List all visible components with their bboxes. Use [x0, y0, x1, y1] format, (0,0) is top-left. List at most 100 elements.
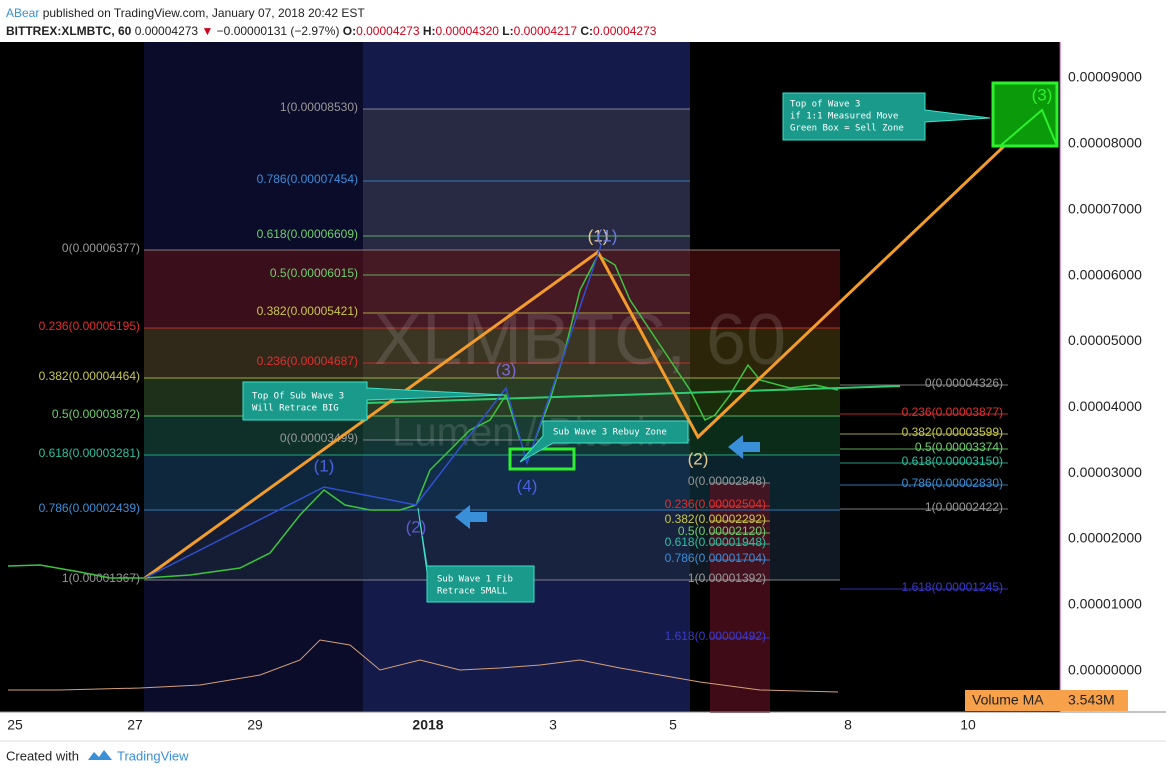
logo: [88, 750, 112, 760]
annotation-text: if 1:1 Measured Move: [790, 112, 898, 122]
down-arrow: ▼: [201, 24, 214, 38]
annotation: Sub Wave 1 Fib Retrace SMALL: [417, 507, 535, 603]
price-label: 0.00006000: [1068, 266, 1142, 282]
close: 0.00004273: [593, 24, 657, 38]
fib-label: 0(0.00004326): [925, 376, 1003, 390]
low: 0.00004217: [513, 24, 578, 38]
fib-zone: [144, 416, 840, 455]
sell-zone: [991, 81, 1059, 148]
price-label: 0.00002000: [1068, 530, 1142, 546]
volume-label: Volume MA: [972, 692, 1044, 708]
author[interactable]: ABear: [6, 6, 40, 20]
wave-label: (1): [314, 456, 335, 475]
time-label: 5: [669, 717, 677, 733]
wave-label: (2): [688, 449, 709, 468]
close-label: C:: [580, 24, 594, 38]
fib-label: 1.618(0.00000492): [665, 629, 766, 643]
subwave-line: [144, 244, 602, 579]
volume-value: 3.543M: [1068, 692, 1115, 708]
fib-label: 0.5(0.00003374): [915, 440, 1003, 454]
fib-label: 0.5(0.00003872): [52, 407, 140, 421]
time-label: 29: [247, 717, 263, 733]
header: ABear published on TradingView.com, Janu…: [6, 4, 656, 40]
fib-label: 1(0.00008530): [280, 100, 358, 114]
fib-label: 0.786(0.00007454): [257, 172, 358, 186]
arrow: [728, 435, 760, 459]
fib-label: 0.236(0.00003877): [902, 405, 1003, 419]
time-axis: 25 27 29 2018 3 5 8 10: [7, 717, 976, 733]
fib-label: 0.5(0.00002120): [678, 524, 766, 538]
high-label: H:: [422, 24, 436, 38]
arrow: [455, 505, 487, 529]
wave-label: (2): [406, 517, 427, 536]
volume-ma: [8, 639, 839, 693]
fib-label: 0(0.00002848): [688, 474, 766, 488]
time-label: 25: [7, 717, 23, 733]
time-label: 2018: [412, 717, 443, 733]
price-path: [7, 253, 839, 579]
watermark-symbol: XLMBTC, 60: [374, 300, 786, 380]
annotation: Top of Wave 3 if 1:1 Measured Move Green…: [782, 92, 991, 141]
time-label: 27: [127, 717, 143, 733]
wave-label: (3): [1032, 85, 1053, 104]
wave-label: (4): [517, 476, 538, 495]
fib-label: 0.5(0.00006015): [270, 266, 358, 280]
published: published on TradingView.com, January 07…: [42, 6, 365, 20]
annotation-text: Retrace SMALL: [437, 587, 507, 597]
price-label: 0.00007000: [1068, 200, 1142, 216]
footer-brand[interactable]: TradingView: [117, 748, 189, 763]
fib-label: 0.618(0.00003150): [902, 454, 1003, 468]
annotation-text: Sub Wave 1 Fib: [437, 575, 513, 585]
fib-label: 1(0.00001392): [688, 571, 766, 585]
publish-line: ABear published on TradingView.com, Janu…: [6, 4, 656, 22]
last: 0.00004273: [134, 24, 199, 38]
fib-label: 0.236(0.00005195): [39, 319, 140, 333]
low-label: L:: [502, 24, 514, 38]
annotation-text: Top of Wave 3: [790, 100, 860, 110]
wave-labels: (1)(2)(3)(4)(1)(1)(2)(3): [314, 85, 1053, 536]
fib-label: 0.786(0.00002830): [902, 476, 1003, 490]
change: −0.00000131 (−2.97%): [216, 24, 340, 38]
annotation-text: Green Box = Sell Zone: [790, 124, 904, 134]
wave-label: (3): [496, 360, 517, 379]
fib-label: 0.382(0.00005421): [257, 304, 358, 318]
annotation-text: Top Of Sub Wave 3: [252, 392, 344, 402]
footer-created: Created with: [6, 748, 79, 763]
annotation-text: Sub Wave 3 Rebuy Zone: [553, 428, 667, 438]
fib-label: 0.786(0.00002439): [39, 501, 140, 515]
fib-label: 0(0.00003499): [280, 431, 358, 445]
fib-label: 0.382(0.00003599): [902, 425, 1003, 439]
symbol: BITTREX:XLMBTC, 60: [6, 24, 132, 38]
fib-label: 0.382(0.00004464): [39, 369, 140, 383]
fib-zone: [144, 250, 840, 328]
price-label: 0.00003000: [1068, 464, 1142, 480]
fib-label: 0(0.00006377): [62, 241, 140, 255]
time-label: 10: [960, 717, 976, 733]
price-label: 0.00000000: [1068, 661, 1142, 677]
fib-label: 0.236(0.00004687): [257, 354, 358, 368]
wave-label: (1): [588, 226, 609, 245]
price-label: 0.00009000: [1068, 69, 1142, 85]
volume-badge: [965, 690, 1128, 711]
price-axis: 0.00009000 0.00008000 0.00007000 0.00006000…: [1068, 69, 1142, 678]
fib-label: 0.786(0.00001704): [665, 551, 766, 565]
sell-triangle: [999, 108, 1058, 147]
annotation-text: Will Retrace BIG: [252, 404, 339, 414]
fib-label: 0.618(0.00003281): [39, 446, 140, 460]
wave-line: [144, 108, 1044, 580]
fib-label: 0.236(0.00002504): [665, 497, 766, 511]
symbol-line: BITTREX:XLMBTC, 60 0.00004273 ▼ −0.00000…: [6, 22, 656, 40]
fib-zone: [144, 328, 840, 378]
wave-label: (1): [597, 226, 618, 245]
price-label: 0.00005000: [1068, 332, 1142, 348]
fib-label: 0.382(0.00002292): [665, 512, 766, 526]
price-label: 0.00004000: [1068, 398, 1142, 414]
open: 0.00004273: [356, 24, 420, 38]
fib-levels: 1(0.00008530) 0.786(0.00007454) 0.618(0.00…: [39, 100, 1008, 643]
fib-label: 0.618(0.00006609): [257, 227, 358, 241]
price-label: 0.00001000: [1068, 596, 1142, 612]
time-label: 8: [844, 717, 852, 733]
fib-label: 1(0.00001367): [62, 571, 140, 585]
